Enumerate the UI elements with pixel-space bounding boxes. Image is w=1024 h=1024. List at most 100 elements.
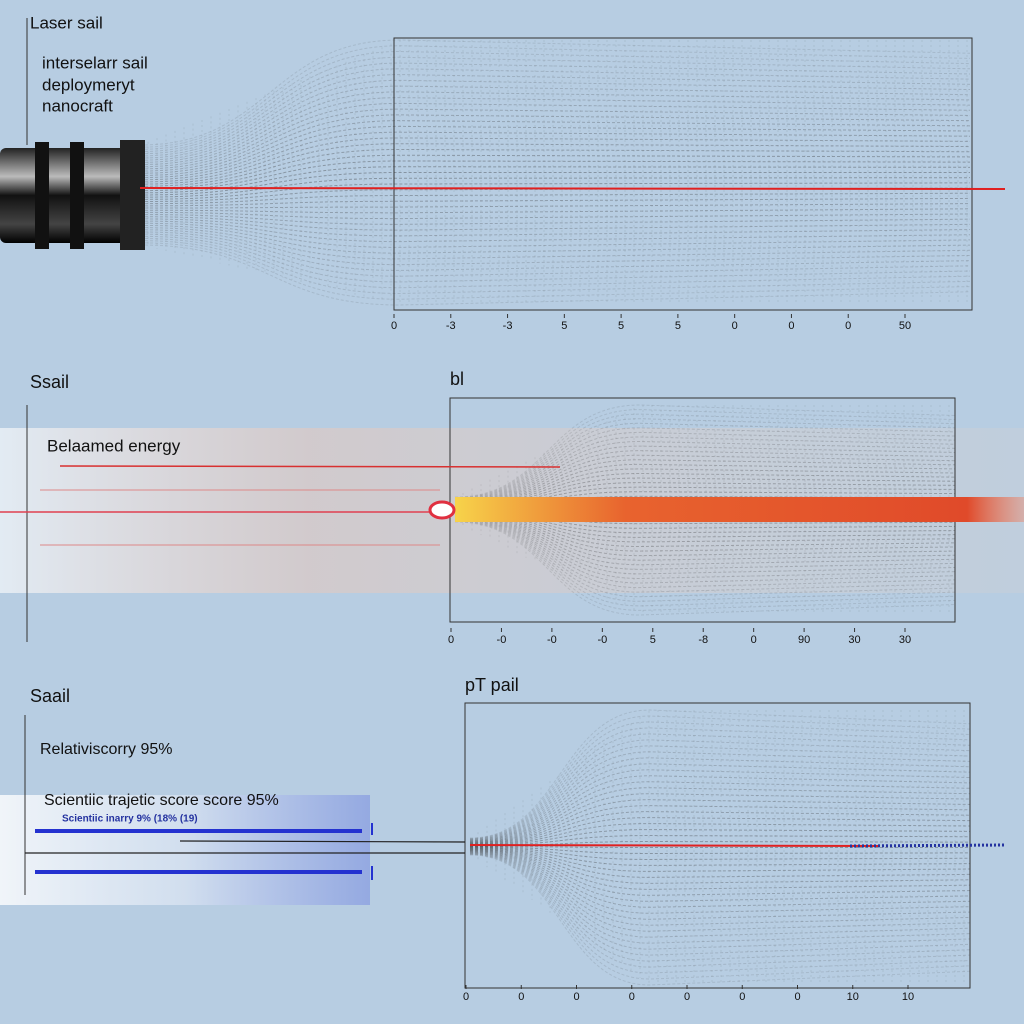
mesh-line — [469, 847, 971, 866]
mesh-line — [469, 848, 971, 896]
mesh-line — [139, 187, 971, 203]
mesh-line — [139, 227, 971, 260]
note: Scientiic trajetic score score 95% — [44, 792, 279, 809]
mesh-line — [454, 518, 956, 593]
mesh-line — [454, 422, 956, 500]
mesh-line — [139, 51, 971, 150]
mesh-line — [469, 715, 971, 839]
mesh-line — [469, 847, 971, 872]
mesh-line — [139, 222, 971, 248]
mesh-line — [469, 850, 971, 920]
note: Belaamed energy — [47, 436, 181, 455]
mesh-line — [139, 102, 971, 170]
mesh-line — [469, 745, 971, 841]
tick-label: 5 — [675, 320, 681, 332]
mesh-line — [139, 220, 971, 243]
tick-label: 0 — [751, 634, 757, 646]
mesh-line — [469, 851, 971, 938]
plot-frame — [393, 37, 973, 311]
emitter-ring — [70, 142, 84, 249]
mesh-line — [469, 850, 971, 914]
mesh-line — [469, 851, 971, 944]
mesh-line — [454, 518, 956, 589]
mesh-line — [139, 233, 971, 277]
mesh-line — [454, 413, 956, 499]
panel-title: Ssail — [30, 372, 69, 392]
panel-title: Laser sail — [30, 13, 103, 32]
mesh-line — [469, 848, 971, 890]
emitter-ring — [35, 142, 49, 249]
mesh-line — [469, 721, 971, 840]
mesh-line — [454, 521, 956, 616]
tick-label: -3 — [503, 320, 513, 332]
sail-craft — [428, 500, 456, 520]
tick-label: 0 — [573, 991, 579, 1003]
mesh-line — [469, 769, 971, 843]
emitter-ring — [120, 140, 145, 250]
tick-label: 0 — [463, 991, 469, 1003]
tick-label: -0 — [597, 634, 607, 646]
mesh-line — [454, 520, 956, 607]
tick-label: 0 — [448, 634, 454, 646]
mesh-line — [139, 177, 971, 198]
tick-label: 10 — [847, 991, 859, 1003]
energy-line — [59, 465, 561, 468]
mesh-line — [139, 56, 971, 153]
mesh-line — [469, 787, 971, 844]
note: interselarr sail — [42, 53, 148, 72]
mesh-line — [454, 427, 956, 501]
mesh-line — [469, 852, 971, 956]
tick-label: 0 — [739, 991, 745, 1003]
tick-label: 5 — [561, 320, 567, 332]
mesh-line — [469, 847, 971, 878]
mesh-line — [469, 851, 971, 932]
mesh-line — [469, 751, 971, 842]
mesh-line — [469, 805, 971, 845]
mesh-line — [139, 68, 971, 157]
mesh-line — [469, 757, 971, 842]
mesh-line — [469, 733, 971, 840]
mesh-line — [139, 154, 971, 189]
mesh-line — [139, 242, 971, 300]
tick-label: -8 — [698, 634, 708, 646]
blue-glow — [0, 795, 370, 905]
mesh-line — [139, 211, 971, 220]
mesh-line — [469, 799, 971, 845]
tick-label: 0 — [684, 991, 690, 1003]
mesh-line — [454, 519, 956, 598]
tick-label: 0 — [794, 991, 800, 1003]
mesh-line — [469, 781, 971, 843]
tick-label: -3 — [446, 320, 456, 332]
note: nanocraft — [42, 96, 113, 115]
mesh-line — [139, 74, 971, 159]
plot-title: bl — [450, 369, 464, 389]
tick-label: 30 — [848, 634, 860, 646]
mesh-line — [454, 409, 956, 499]
plot-title: pT pail — [465, 675, 519, 695]
panel-title: Saail — [30, 686, 70, 706]
tick-label: 50 — [899, 320, 911, 332]
red-beam — [469, 844, 881, 847]
tick-label: 90 — [798, 634, 810, 646]
tick-label: 10 — [902, 991, 914, 1003]
tick-label: 30 — [899, 634, 911, 646]
mesh-line — [139, 224, 971, 254]
tick-label: 0 — [845, 320, 851, 332]
mesh-line — [469, 848, 971, 884]
tick-label: 0 — [732, 320, 738, 332]
note: Relativiscorry 95% — [40, 741, 172, 758]
mesh-line — [139, 192, 971, 205]
mesh-line — [139, 214, 971, 225]
mesh-line — [469, 811, 971, 845]
mesh-line — [139, 131, 971, 181]
mesh-line — [469, 846, 971, 860]
mesh-line — [139, 97, 971, 168]
mesh-line — [139, 203, 971, 209]
mesh-line — [139, 229, 971, 266]
mesh-line — [139, 197, 971, 207]
mesh-line — [469, 823, 971, 846]
mesh-line — [139, 143, 971, 185]
mesh-line — [139, 166, 971, 194]
